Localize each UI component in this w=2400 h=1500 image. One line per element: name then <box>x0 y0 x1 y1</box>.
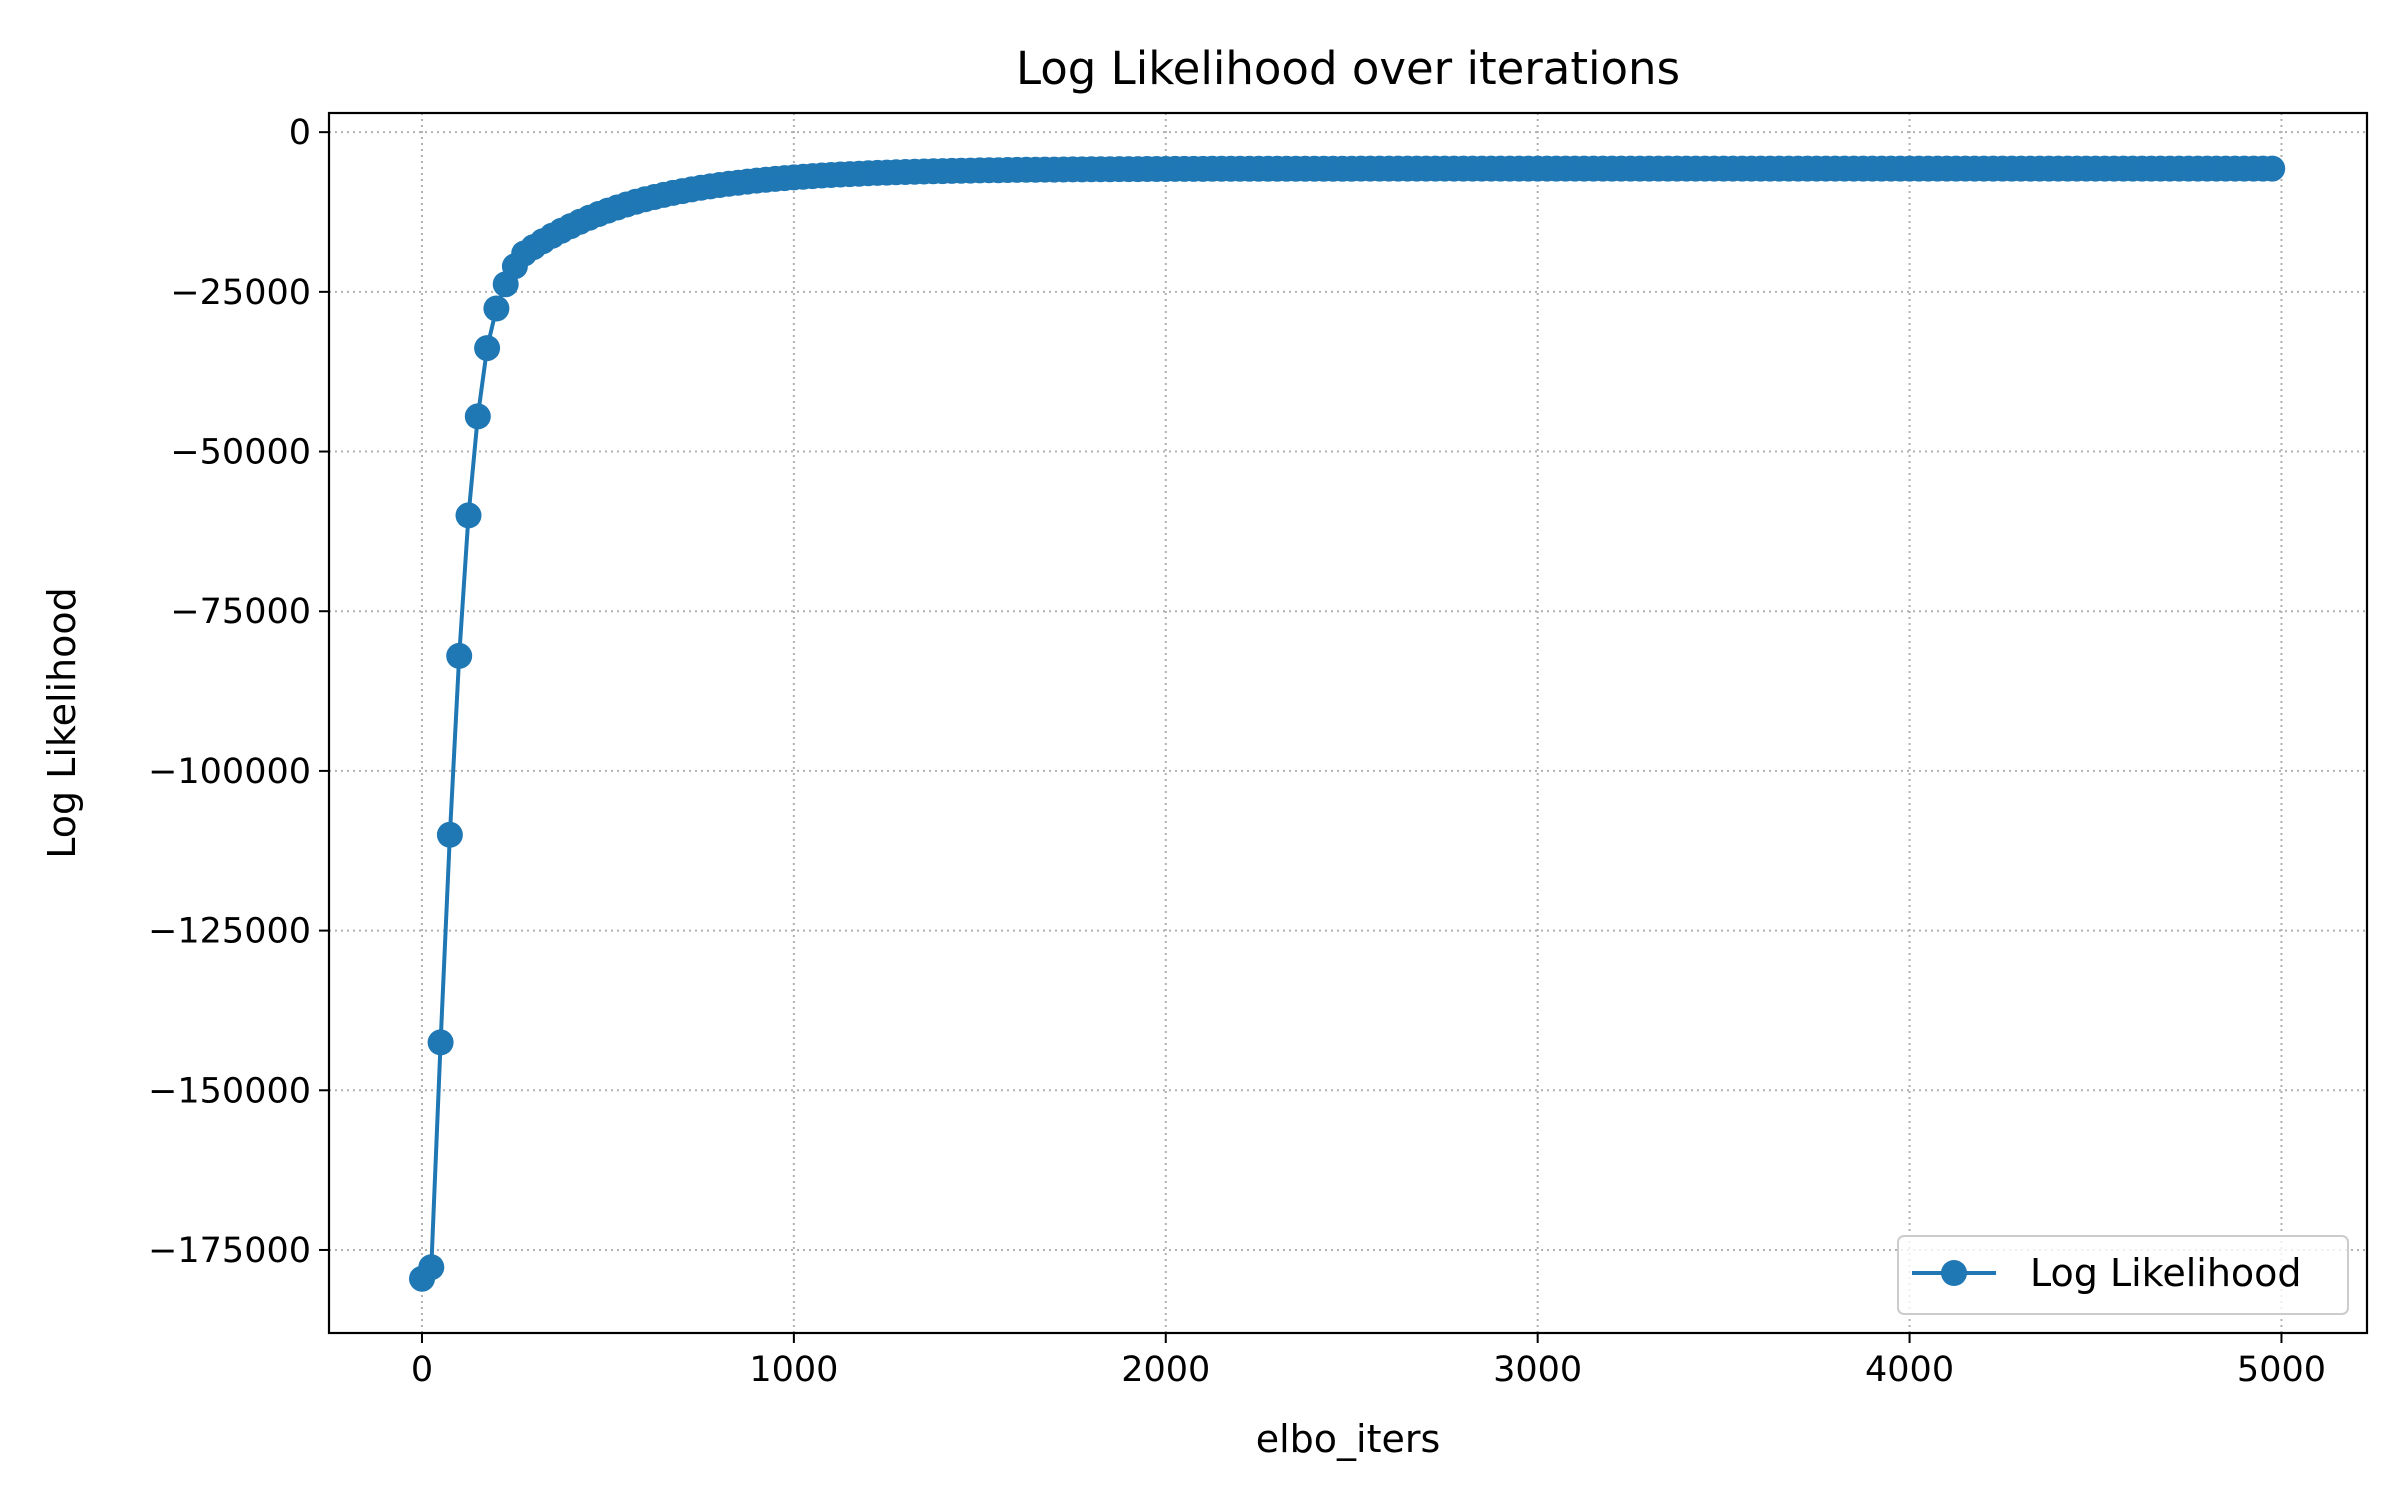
series-layer <box>409 155 2286 1292</box>
chart-title: Log Likelihood over iterations <box>1016 42 1680 95</box>
data-point <box>474 335 501 362</box>
y-tick-label: 0 <box>289 113 311 153</box>
data-point <box>436 821 463 848</box>
data-point <box>2259 155 2286 182</box>
y-tick-label: −100000 <box>148 752 311 792</box>
data-point <box>483 295 510 322</box>
y-tick-label: −175000 <box>148 1231 311 1271</box>
y-tick-label: −125000 <box>148 912 311 952</box>
y-tick-label: −50000 <box>170 433 311 473</box>
x-tick-label: 2000 <box>1121 1350 1210 1390</box>
data-point <box>455 502 482 529</box>
legend: Log Likelihood <box>1897 1235 2349 1315</box>
legend-marker-swatch <box>1941 1260 1967 1286</box>
data-point <box>464 403 491 430</box>
y-axis-label: Log Likelihood <box>40 587 84 859</box>
axis-ticks: 0 1000 2000 3000 4000 5000 0 −25000 −50000 −75000… <box>148 113 2326 1390</box>
y-tick-label: −150000 <box>148 1071 311 1111</box>
y-tick-label: −25000 <box>170 273 311 313</box>
data-point <box>427 1029 454 1056</box>
y-tick-label: −75000 <box>170 592 311 632</box>
legend-box <box>1897 1235 2349 1315</box>
plot-frame <box>327 111 2369 1335</box>
x-tick-label: 1000 <box>749 1350 838 1390</box>
x-tick-label: 0 <box>411 1350 433 1390</box>
legend-label-log-likelihood: Log Likelihood <box>2030 1251 2302 1295</box>
x-tick-label: 3000 <box>1493 1350 1582 1390</box>
data-point <box>446 642 473 669</box>
data-point <box>418 1254 445 1281</box>
x-axis-label: elbo_iters <box>1256 1417 1441 1461</box>
x-tick-label: 5000 <box>2237 1350 2326 1390</box>
x-tick-label: 4000 <box>1865 1350 1954 1390</box>
